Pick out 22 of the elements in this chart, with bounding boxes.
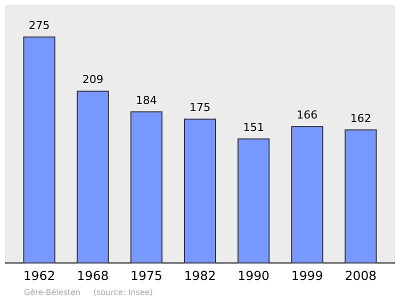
text: Gère-Bélesten (source: Insee) [24,288,153,297]
x-tick-label: 1990 [238,268,270,283]
bar [76,90,109,264]
bar [291,126,324,264]
data-label: 184 [136,94,157,107]
x-tick-label: 1999 [291,268,324,283]
data-label: 151 [243,120,264,134]
data-label: 175 [190,101,210,114]
data-label: 162 [350,112,372,125]
x-tick-label: 1962 [23,268,56,283]
x-tick-label: 1975 [130,268,162,283]
bar [238,138,270,264]
bar [344,129,377,264]
data-label: 209 [82,73,104,86]
x-tick-label: 1982 [184,268,216,283]
data-label: 166 [296,108,318,122]
bar [184,118,216,264]
bar [23,36,56,264]
bar [130,111,162,264]
x-tick-label: 1968 [76,268,109,283]
x-tick-label: 2008 [344,268,377,283]
data-label: 275 [28,19,50,32]
